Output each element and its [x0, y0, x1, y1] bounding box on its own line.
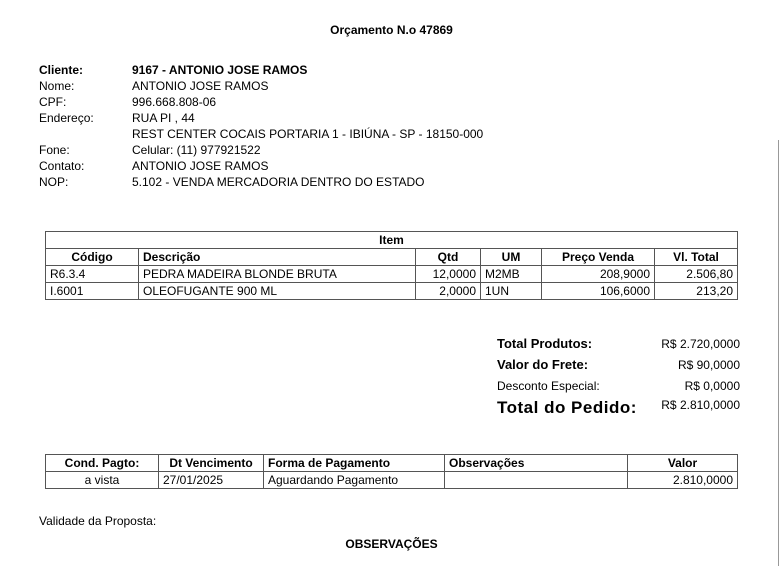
col-codigo: Código [45, 248, 139, 266]
cell-qtd: 2,0000 [415, 282, 481, 300]
cell-forma: Aguardando Pagamento [263, 471, 445, 489]
table-row: R6.3.4 PEDRA MADEIRA BLONDE BRUTA 12,0000 M… [45, 265, 738, 283]
items-caption: Item [45, 231, 738, 249]
fone-label: Fone: [39, 143, 70, 157]
endereco-line1: RUA PI , 44 [132, 111, 195, 125]
payment-table: Cond. Pagto: Dt Vencimento Forma de Paga… [45, 454, 738, 489]
col-observacoes: Observações [444, 454, 628, 472]
cell-cond: a vista [45, 471, 159, 489]
cpf-label: CPF: [39, 95, 67, 109]
col-valor: Valor [627, 454, 738, 472]
total-produtos-value: R$ 2.720,0000 [661, 336, 740, 351]
contato-value: ANTONIO JOSE RAMOS [132, 159, 269, 173]
fone-value: Celular: (11) 977921522 [132, 143, 261, 157]
nome-value: ANTONIO JOSE RAMOS [132, 79, 269, 93]
table-row: a vista 27/01/2025 Aguardando Pagamento 2.8… [45, 471, 738, 489]
cell-um: M2MB [480, 265, 542, 283]
cell-descricao: OLEOFUGANTE 900 ML [138, 282, 416, 300]
nop-value: 5.102 - VENDA MERCADORIA DENTRO DO ESTAD… [132, 175, 425, 189]
desconto-value: R$ 0,0000 [684, 378, 740, 393]
cell-codigo: R6.3.4 [45, 265, 139, 283]
total-pedido-label: Total do Pedido: [497, 398, 637, 417]
cell-codigo: I.6001 [45, 282, 139, 300]
cell-preco: 208,9000 [541, 265, 655, 283]
scrollbar[interactable] [778, 140, 779, 566]
cell-total: 213,20 [654, 282, 738, 300]
frete-value: R$ 90,0000 [677, 357, 740, 372]
cliente-label: Cliente: [39, 63, 84, 77]
totals: Total Produtos: R$ 2.720,0000 Valor do Fr… [497, 333, 740, 428]
nop-label: NOP: [39, 175, 69, 189]
cell-um: 1UN [480, 282, 542, 300]
table-row: I.6001 OLEOFUGANTE 900 ML 2,0000 1UN 106,600… [45, 282, 738, 300]
nome-label: Nome: [39, 79, 75, 93]
col-cond-pagto: Cond. Pagto: [45, 454, 159, 472]
cliente-value: 9167 - ANTONIO JOSE RAMOS [132, 63, 308, 77]
cell-qtd: 12,0000 [415, 265, 481, 283]
cell-total: 2.506,80 [654, 265, 738, 283]
cell-preco: 106,6000 [541, 282, 655, 300]
frete-label: Valor do Frete: [497, 357, 589, 372]
items-table: Item Código Descrição Qtd UM Preço Venda… [45, 231, 738, 300]
cell-valor: 2.810,0000 [627, 471, 738, 489]
page-title: Orçamento N.o 47869 [330, 23, 453, 37]
cell-descricao: PEDRA MADEIRA BLONDE BRUTA [138, 265, 416, 283]
endereco-label: Endereço: [39, 111, 94, 125]
endereco-line2: REST CENTER COCAIS PORTARIA 1 - IBIÚNA -… [132, 127, 484, 141]
total-produtos-label: Total Produtos: [497, 336, 593, 351]
col-qtd: Qtd [415, 248, 481, 266]
total-pedido-value: R$ 2.810,0000 [661, 398, 740, 412]
observacoes-heading: OBSERVAÇÕES [345, 537, 438, 551]
cpf-value: 996.668.808-06 [132, 95, 217, 109]
col-um: UM [480, 248, 542, 266]
col-preco: Preço Venda [541, 248, 655, 266]
col-vencimento: Dt Vencimento [158, 454, 264, 472]
cell-obs [444, 471, 628, 489]
contato-label: Contato: [39, 159, 85, 173]
client-info: Cliente: 9167 - ANTONIO JOSE RAMOS Nome: A… [39, 63, 483, 191]
desconto-label: Desconto Especial: [497, 378, 600, 393]
col-descricao: Descrição [138, 248, 416, 266]
cell-vencimento: 27/01/2025 [158, 471, 264, 489]
validade-label: Validade da Proposta: [39, 514, 157, 528]
col-forma: Forma de Pagamento [263, 454, 445, 472]
col-total: Vl. Total [654, 248, 738, 266]
